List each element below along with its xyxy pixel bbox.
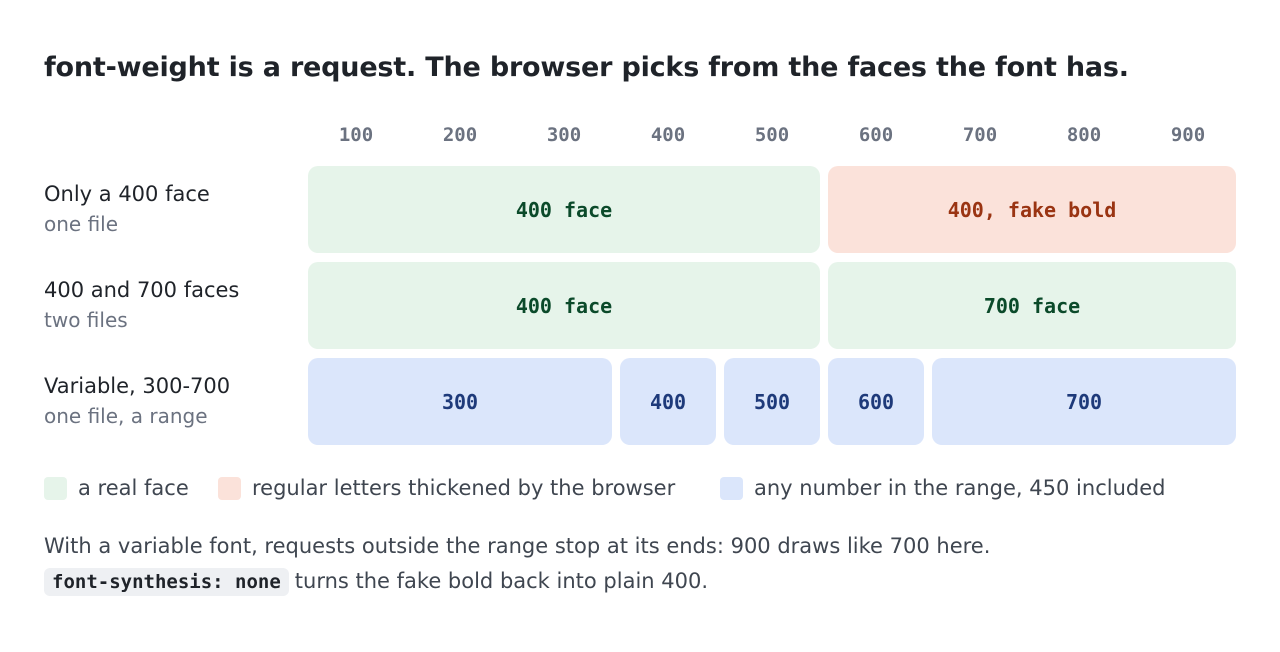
legend-swatch	[44, 476, 67, 500]
note-line-2-text: turns the fake bold back into plain 400.	[294, 569, 709, 593]
row-label: 400 and 700 faces two files	[44, 277, 239, 333]
row-label: Variable, 300-700 one file, a range	[44, 373, 230, 429]
row-label: Only a 400 face one file	[44, 181, 210, 237]
scale-tick: 700	[962, 124, 998, 146]
legend-swatch	[720, 476, 743, 500]
legend-item-range: any number in the range, 450 included	[720, 474, 1165, 502]
segment-real: 700 face	[828, 262, 1236, 349]
row-subtitle: one file	[44, 212, 119, 236]
segment-range: 400	[620, 358, 716, 445]
legend-label: a real face	[78, 476, 189, 500]
scale-tick: 900	[1170, 124, 1206, 146]
weight-scale: 100 200 300 400 500 600 700 800 900	[0, 124, 1280, 150]
row-title: Variable, 300-700	[44, 374, 231, 398]
note-line-1: With a variable font, requests outside t…	[44, 534, 991, 558]
scale-tick: 300	[546, 124, 582, 146]
segment-range: 500	[724, 358, 820, 445]
scale-tick: 500	[754, 124, 790, 146]
page-title: font-weight is a request. The browser pi…	[44, 52, 1129, 83]
segment-real: 400 face	[308, 262, 820, 349]
scale-tick: 600	[858, 124, 894, 146]
segment-fake: 400, fake bold	[828, 166, 1236, 253]
scale-tick: 800	[1066, 124, 1102, 146]
segment-range: 700	[932, 358, 1236, 445]
row-title: 400 and 700 faces	[44, 278, 240, 302]
legend-item-fake: regular letters thickened by the browser	[218, 474, 675, 502]
segment-range: 600	[828, 358, 924, 445]
legend-label: regular letters thickened by the browser	[252, 476, 676, 500]
legend-label: any number in the range, 450 included	[754, 476, 1166, 500]
scale-tick: 400	[650, 124, 686, 146]
legend: a real face regular letters thickened by …	[44, 474, 1264, 502]
segment-real: 400 face	[308, 166, 820, 253]
legend-swatch	[218, 476, 241, 500]
scale-tick: 100	[338, 124, 374, 146]
row-title: Only a 400 face	[44, 182, 210, 206]
legend-item-real: a real face	[44, 474, 189, 502]
scale-tick: 200	[442, 124, 478, 146]
row-subtitle: two files	[44, 308, 128, 332]
note-line-2: font-synthesis: none turns the fake bold …	[44, 567, 708, 596]
row-subtitle: one file, a range	[44, 404, 208, 428]
segment-range: 300	[308, 358, 612, 445]
font-synthesis-code: font-synthesis: none	[44, 568, 289, 596]
